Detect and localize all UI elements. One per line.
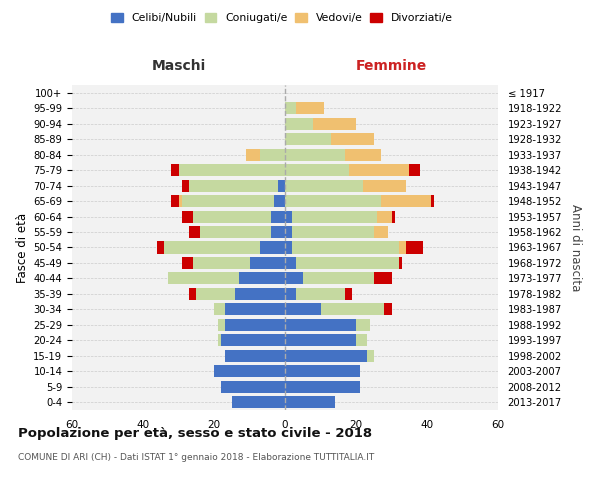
Bar [296,288,346,300]
Bar [193,210,271,222]
Bar [346,148,381,160]
Bar [271,226,285,238]
Bar [246,148,260,160]
Bar [296,102,324,114]
Y-axis label: Anni di nascita: Anni di nascita [569,204,581,291]
Bar [285,334,356,346]
Text: Femmine: Femmine [356,58,427,72]
Bar [182,210,193,222]
Bar [374,272,392,284]
Bar [239,272,285,284]
Bar [278,180,285,192]
Bar [285,164,349,176]
Bar [285,148,346,160]
Bar [221,381,285,393]
Bar [224,350,285,362]
Bar [189,288,196,300]
Bar [285,381,359,393]
Bar [218,319,224,331]
Bar [285,180,363,192]
Bar [172,195,179,207]
Bar [367,350,374,362]
Bar [168,272,239,284]
Bar [292,242,398,254]
Bar [285,304,320,316]
Bar [232,396,285,408]
Bar [381,195,431,207]
Bar [398,242,406,254]
Bar [431,195,434,207]
Bar [182,180,189,192]
Bar [214,366,285,378]
Bar [285,118,313,130]
Bar [285,226,292,238]
Bar [285,396,335,408]
Bar [331,133,374,145]
Bar [224,304,285,316]
Bar [221,334,285,346]
Bar [385,304,392,316]
Bar [179,195,182,207]
Bar [274,195,285,207]
Bar [374,226,388,238]
Bar [356,334,367,346]
Bar [189,226,200,238]
Bar [377,210,392,222]
Bar [179,164,285,176]
Bar [164,242,260,254]
Bar [285,319,356,331]
Bar [285,288,296,300]
Bar [285,350,367,362]
Bar [260,242,285,254]
Bar [157,242,164,254]
Bar [285,242,292,254]
Bar [398,257,402,269]
Bar [292,226,374,238]
Bar [349,164,409,176]
Bar [320,304,385,316]
Bar [285,195,381,207]
Bar [409,164,420,176]
Bar [356,319,370,331]
Bar [224,319,285,331]
Bar [296,257,398,269]
Text: Popolazione per età, sesso e stato civile - 2018: Popolazione per età, sesso e stato civil… [18,428,372,440]
Bar [285,272,303,284]
Bar [363,180,406,192]
Bar [285,257,296,269]
Bar [214,304,224,316]
Bar [172,164,179,176]
Bar [182,195,274,207]
Bar [392,210,395,222]
Bar [200,226,271,238]
Bar [196,288,235,300]
Bar [303,272,374,284]
Bar [250,257,285,269]
Bar [313,118,356,130]
Legend: Celibi/Nubili, Coniugati/e, Vedovi/e, Divorziati/e: Celibi/Nubili, Coniugati/e, Vedovi/e, Di… [111,13,453,23]
Y-axis label: Fasce di età: Fasce di età [16,212,29,282]
Bar [271,210,285,222]
Bar [285,366,359,378]
Bar [285,133,331,145]
Bar [218,334,221,346]
Bar [285,102,296,114]
Bar [189,180,278,192]
Bar [292,210,377,222]
Text: COMUNE DI ARI (CH) - Dati ISTAT 1° gennaio 2018 - Elaborazione TUTTITALIA.IT: COMUNE DI ARI (CH) - Dati ISTAT 1° genna… [18,452,374,462]
Text: Maschi: Maschi [151,58,206,72]
Bar [235,288,285,300]
Bar [182,257,193,269]
Bar [346,288,352,300]
Bar [260,148,285,160]
Bar [406,242,424,254]
Bar [285,210,292,222]
Bar [193,257,250,269]
